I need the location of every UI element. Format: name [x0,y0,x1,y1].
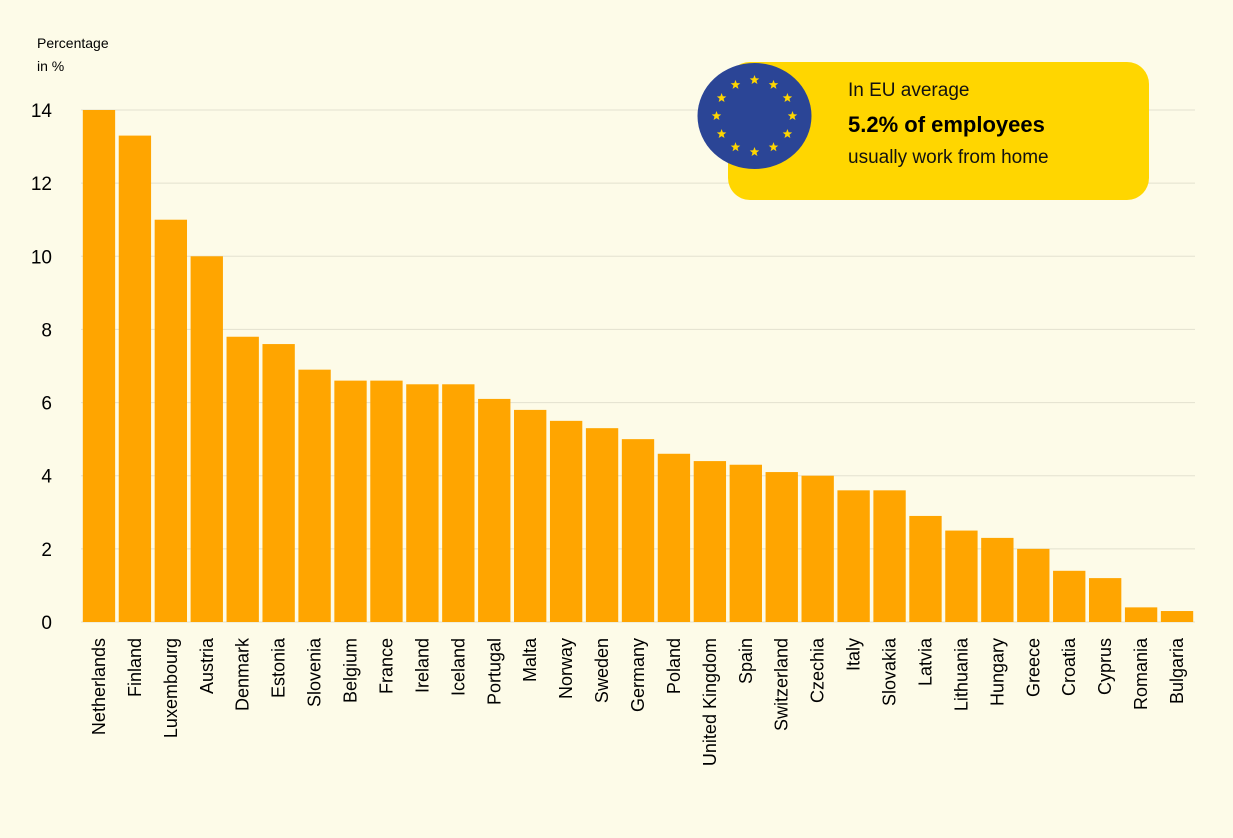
bar-united-kingdom [693,461,727,622]
x-tick-label: Finland [125,638,145,697]
star-icon [782,129,793,139]
x-tick-label: Czechia [808,637,828,703]
star-icon [749,75,760,85]
bar-romania [1124,607,1158,622]
star-icon [730,142,741,152]
bar-poland [657,453,691,622]
y-tick-label: 0 [41,613,52,634]
bar-ireland [406,384,439,622]
x-tick-label: France [376,638,396,694]
x-tick-label: Lithuania [951,637,971,711]
bar-hungary [981,537,1014,622]
bar-iceland [442,384,475,622]
bar-bulgaria [1160,611,1194,622]
bar-netherlands [82,110,116,622]
x-axis-ticks: Netherlands Finland Luxembourg Austria Denma… [89,637,1187,766]
y-tick-label: 14 [31,101,53,122]
x-tick-label: Malta [520,637,540,682]
x-tick-label: Estonia [269,637,289,698]
x-tick-label: Latvia [915,637,935,686]
x-tick-label: Denmark [233,637,253,711]
y-tick-label: 4 [41,467,52,488]
x-tick-label: Sweden [592,638,612,703]
x-tick-label: Spain [736,638,756,684]
x-tick-label: Italy [844,638,864,671]
y-axis-label-line: Percentage [37,35,109,51]
star-icon [749,147,760,157]
x-tick-label: Luxembourg [161,638,181,738]
y-tick-label: 2 [41,540,52,561]
x-tick-label: Slovenia [305,637,325,707]
x-tick-label: Netherlands [89,638,109,735]
y-tick-label: 8 [41,320,52,341]
x-tick-label: Austria [197,637,217,694]
x-tick-label: Iceland [448,638,468,696]
x-tick-label: United Kingdom [700,638,720,766]
y-tick-label: 12 [31,174,52,195]
bar-croatia [1053,570,1086,622]
x-tick-label: Bulgaria [1167,637,1187,704]
x-tick-label: Greece [1023,638,1043,697]
x-tick-label: Belgium [341,638,361,703]
star-icon [730,79,741,89]
y-tick-label: 6 [41,394,52,415]
bar-sweden [585,428,619,622]
x-tick-label: Hungary [987,638,1007,706]
x-tick-label: Ireland [412,638,432,693]
callout-line-3: usually work from home [848,147,1049,168]
bar-austria [190,256,223,622]
bar-latvia [909,515,942,622]
bar-finland [118,135,152,622]
bars [82,110,1194,622]
bar-cyprus [1088,578,1122,622]
x-tick-label: Switzerland [772,638,792,731]
bar-portugal [478,398,511,622]
bar-czechia [801,475,834,622]
bar-denmark [226,336,259,622]
star-icon [768,79,779,89]
x-tick-label: Cyprus [1095,638,1115,695]
bar-switzerland [765,472,798,622]
bar-slovakia [873,490,906,622]
y-axis-label: Percentage in % [37,35,109,74]
star-icon [768,142,779,152]
bar-germany [621,439,655,622]
bar-luxembourg [154,219,188,622]
bar-belgium [334,380,367,622]
star-icon [716,129,727,139]
star-icon [711,111,722,121]
star-icon [787,111,798,121]
x-tick-label: Slovakia [880,637,900,706]
x-tick-label: Croatia [1059,637,1079,696]
bar-spain [729,464,762,622]
x-tick-label: Poland [664,638,684,694]
bar-italy [837,490,870,622]
eu-flag-icon [697,63,812,169]
bar-estonia [262,344,295,622]
callout-line-1: In EU average [848,80,970,101]
y-axis-label-line: in % [37,58,64,74]
bar-slovenia [298,369,331,622]
bar-lithuania [945,530,978,622]
star-icon [716,93,727,103]
x-tick-label: Germany [628,638,648,712]
callout-text: In EU average 5.2% of employees usually … [848,80,1138,169]
x-tick-label: Portugal [484,638,504,705]
bar-norway [549,420,583,622]
y-tick-label: 10 [31,247,52,268]
star-icon [782,93,793,103]
y-axis-ticks: 0 2 4 6 8 10 12 14 [31,101,53,634]
bar-malta [514,409,547,622]
callout-headline: 5.2% of employees [848,112,1045,137]
x-tick-label: Norway [556,638,576,699]
x-tick-label: Romania [1131,637,1151,710]
bar-greece [1017,548,1050,622]
bar-france [370,380,403,622]
